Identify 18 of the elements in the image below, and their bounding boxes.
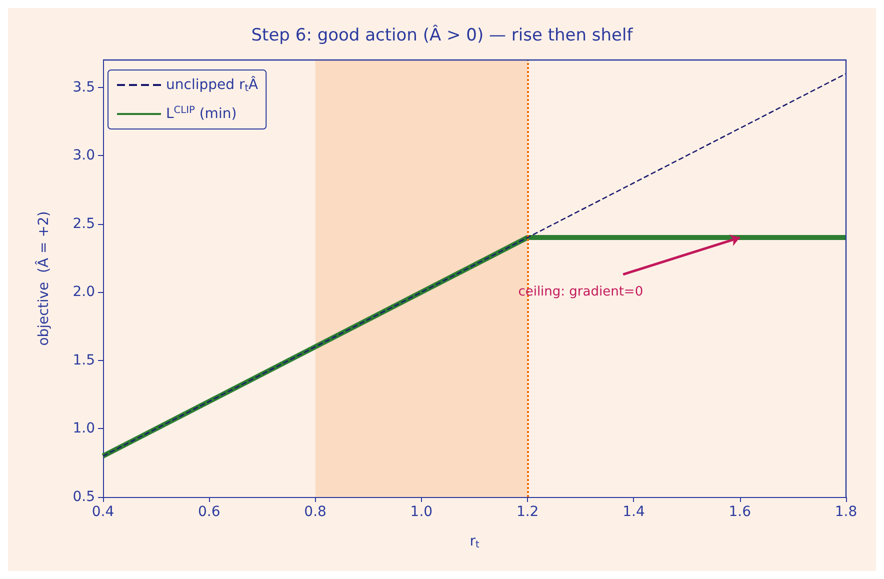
y-tick-label: 0.5	[72, 489, 95, 505]
x-tick-label: 1.0	[410, 504, 433, 520]
x-tick-label: 0.8	[304, 504, 326, 520]
y-tick-label: 3.5	[72, 79, 95, 96]
y-axis-title: objective (Â = +2)	[35, 211, 52, 346]
x-tick-label: 1.6	[728, 504, 752, 520]
x-tick-label: 0.6	[198, 504, 220, 520]
y-tick-label: 1.0	[72, 420, 95, 437]
annotation: ceiling: gradient=0	[518, 284, 644, 300]
x-tick-label: 1.4	[622, 504, 645, 520]
y-tick-label: 2.5	[72, 216, 95, 232]
x-tick-label: 0.4	[92, 504, 114, 520]
x-tick-label: 1.8	[834, 504, 858, 520]
y-tick-label: 1.5	[72, 352, 95, 368]
chart-title: Step 6: good action (Â > 0) — rise then shelf	[251, 24, 634, 46]
x-tick-label: 1.2	[516, 504, 539, 520]
y-tick-label: 2.0	[72, 284, 95, 300]
y-tick-label: 3.0	[72, 148, 95, 164]
